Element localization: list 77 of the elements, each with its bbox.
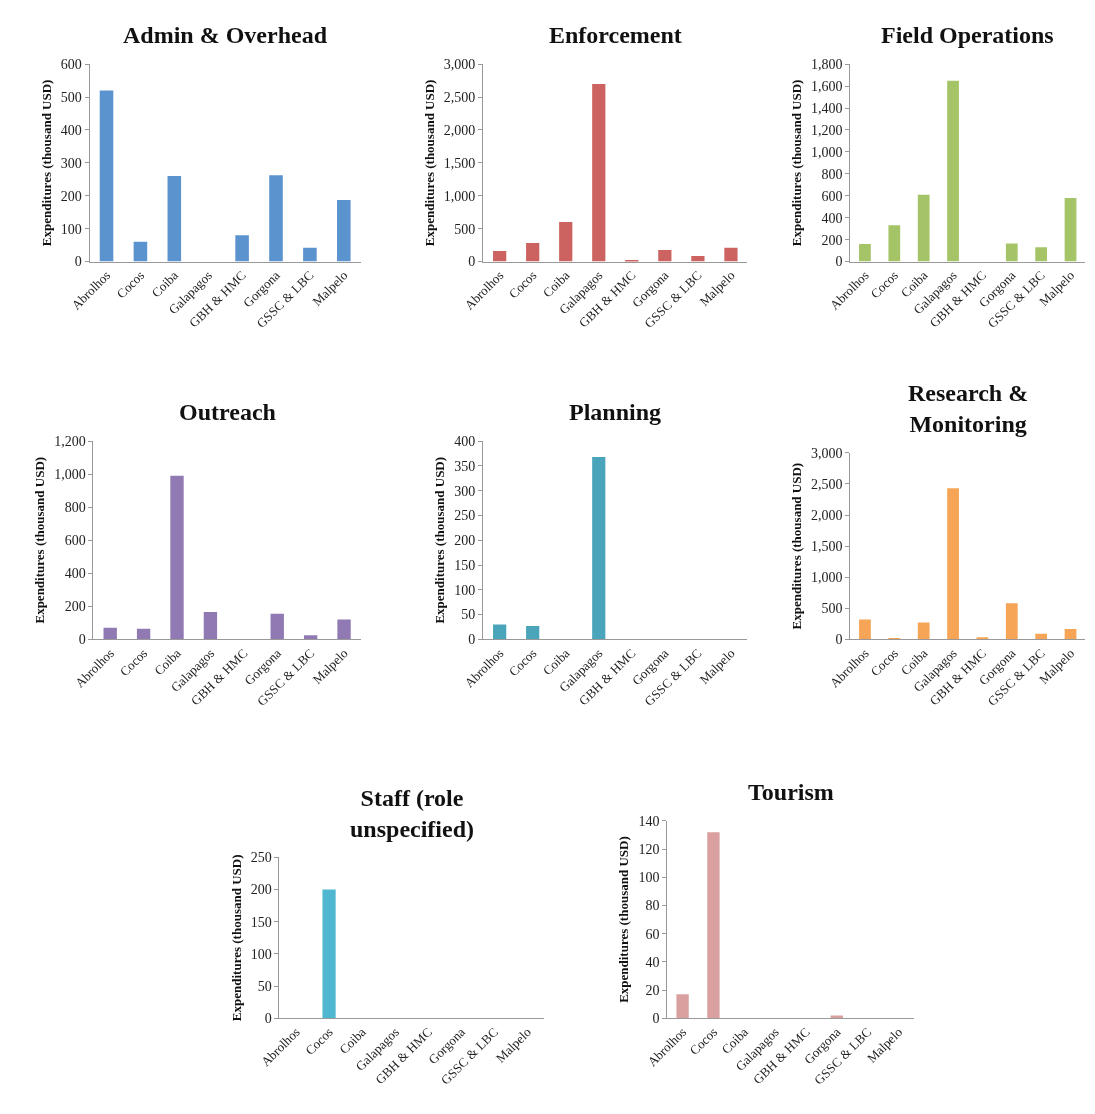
chart-title: Field Operations [881, 22, 1054, 48]
y-tick-label: 2,000 [443, 122, 476, 138]
y-tick-label: 0 [652, 1011, 660, 1027]
y-tick-label: 400 [454, 433, 476, 449]
y-axis-title: Expenditures (thousand USD) [228, 854, 244, 1022]
y-tick-label: 100 [60, 221, 82, 237]
y-tick-label: 1,800 [810, 57, 843, 73]
chart-title: Outreach [179, 399, 276, 425]
y-tick-label: 500 [821, 601, 843, 617]
chart-title: Staff (role unspecified) [350, 785, 475, 843]
y-tick-label: 1,500 [810, 539, 843, 555]
y-tick-label: 400 [821, 210, 843, 226]
y-axis-title: Expenditures (thousand USD) [788, 79, 804, 247]
y-tick-label: 200 [60, 188, 82, 204]
y-tick-label: 300 [454, 483, 476, 499]
y-tick-label: 120 [638, 841, 660, 857]
chart-title: Tourism [748, 779, 834, 805]
y-tick-label: 50 [257, 978, 272, 994]
y-tick-label: 100 [638, 870, 660, 886]
y-tick-label: 150 [454, 557, 476, 573]
y-tick-label: 0 [468, 254, 476, 270]
y-axis-title: Expenditures (thousand USD) [38, 79, 54, 247]
y-tick-label: 600 [821, 188, 843, 204]
y-tick-label: 200 [454, 533, 476, 549]
y-tick-label: 500 [60, 90, 82, 105]
chart-title: Enforcement [549, 22, 682, 48]
y-tick-label: 200 [64, 599, 86, 615]
y-tick-label: 200 [821, 232, 843, 248]
y-tick-label: 0 [74, 254, 82, 270]
y-tick-label: 0 [835, 632, 843, 648]
y-tick-label: 1,400 [810, 100, 843, 116]
y-tick-label: 80 [645, 898, 660, 914]
y-tick-label: 2,000 [810, 507, 843, 523]
y-tick-label: 0 [468, 632, 476, 648]
y-tick-label: 200 [250, 882, 272, 898]
y-tick-label: 1,200 [810, 122, 843, 138]
y-tick-label: 150 [250, 914, 272, 930]
chart-title: Admin & Overhead [123, 22, 328, 48]
y-tick-label: 60 [645, 926, 660, 942]
y-tick-label: 1,500 [443, 155, 476, 171]
y-axis-title: Expenditures (thousand USD) [32, 456, 48, 624]
y-tick-label: 250 [250, 850, 272, 866]
y-tick-label: 1,000 [810, 144, 843, 160]
y-tick-label: 250 [454, 508, 476, 524]
y-tick-label: 400 [64, 566, 86, 582]
y-axis-title: Expenditures (thousand USD) [616, 836, 632, 1003]
y-tick-label: 3,000 [810, 445, 843, 461]
y-tick-label: 3,000 [443, 57, 476, 73]
y-tick-label: 0 [264, 1011, 272, 1027]
y-axis-title: Expenditures (thousand USD) [421, 79, 437, 247]
y-tick-label: 100 [454, 582, 476, 598]
y-tick-label: 400 [60, 122, 82, 138]
y-tick-label: 50 [461, 607, 476, 623]
y-tick-label: 1,600 [810, 79, 843, 95]
y-tick-label: 300 [60, 155, 82, 171]
y-tick-label: 0 [78, 632, 86, 648]
y-tick-label: 1,200 [54, 433, 86, 449]
y-tick-label: 1,000 [54, 467, 86, 483]
y-axis-title: Expenditures (thousand USD) [432, 456, 448, 624]
y-tick-label: 0 [835, 254, 843, 270]
chart-title: Research & Monitoring [908, 380, 1029, 438]
y-tick-label: 600 [60, 57, 82, 73]
y-tick-label: 1,000 [810, 570, 843, 586]
y-tick-label: 600 [64, 533, 86, 549]
y-tick-label: 1,000 [443, 188, 476, 204]
y-tick-label: 800 [821, 166, 843, 182]
y-tick-label: 100 [250, 946, 272, 962]
y-tick-label: 40 [645, 954, 660, 970]
y-tick-label: 2,500 [443, 90, 476, 105]
y-tick-label: 2,500 [810, 476, 843, 492]
y-tick-label: 20 [645, 982, 660, 998]
y-tick-label: 350 [454, 458, 476, 474]
y-axis-title: Expenditures (thousand USD) [788, 462, 804, 630]
y-tick-label: 140 [638, 813, 660, 829]
chart-title: Planning [569, 399, 662, 425]
y-tick-label: 500 [454, 221, 476, 237]
y-tick-label: 800 [64, 500, 86, 516]
